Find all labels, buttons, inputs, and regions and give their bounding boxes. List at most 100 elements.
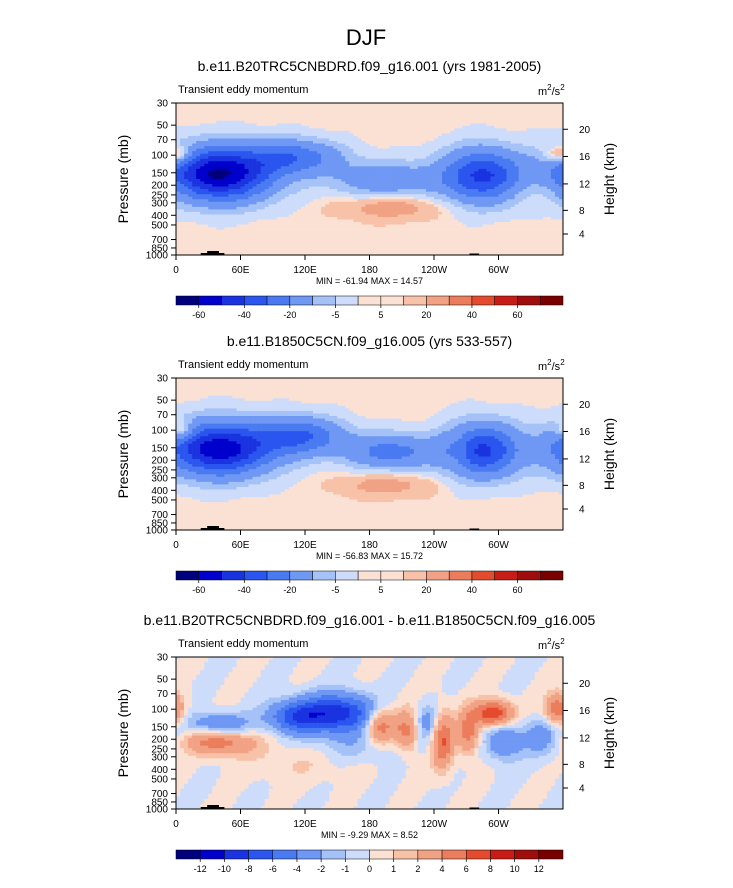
contour-cell (402, 220, 406, 223)
contour-cell (313, 146, 317, 149)
contour-cell (442, 118, 446, 121)
contour-cell (531, 222, 535, 225)
contour-cell (309, 106, 313, 109)
contour-cell (184, 184, 188, 187)
contour-cell (293, 187, 297, 190)
contour-cell (527, 176, 531, 179)
contour-cell (406, 176, 410, 179)
contour-cell (285, 118, 289, 121)
contour-cell (398, 212, 402, 215)
contour-cell (337, 116, 341, 119)
contour-cell (547, 222, 551, 225)
contour-cell (317, 121, 321, 124)
contour-cell (281, 138, 285, 141)
contour-cell (245, 116, 249, 119)
contour-cell (539, 126, 543, 129)
contour-cell (482, 174, 486, 177)
contour-cell (273, 138, 277, 141)
contour-cell (398, 108, 402, 111)
contour-cell (269, 108, 273, 111)
contour-cell (466, 220, 470, 223)
contour-cell (523, 108, 527, 111)
contour-cell (297, 156, 301, 159)
contour-cell (265, 138, 269, 141)
contour-cell (446, 111, 450, 114)
contour-cell (269, 106, 273, 109)
contour-cell (523, 149, 527, 152)
contour-cell (410, 174, 414, 177)
contour-cell (184, 131, 188, 134)
contour-cell (192, 199, 196, 202)
contour-cell (547, 202, 551, 205)
contour-cell (386, 154, 390, 157)
contour-cell (438, 197, 442, 200)
contour-cell (281, 116, 285, 119)
contour-cell (422, 227, 426, 230)
contour-cell (325, 194, 329, 197)
contour-cell (494, 111, 498, 114)
contour-cell (402, 154, 406, 157)
contour-cell (176, 149, 180, 152)
contour-cell (442, 106, 446, 109)
contour-cell (374, 184, 378, 187)
contour-cell (216, 189, 220, 192)
contour-cell (321, 209, 325, 212)
contour-cell (539, 192, 543, 195)
contour-cell (414, 159, 418, 162)
contour-cell (551, 113, 555, 116)
contour-cell (466, 121, 470, 124)
contour-cell (365, 202, 369, 205)
contour-cell (301, 207, 305, 210)
contour-cell (345, 202, 349, 205)
contour-cell (228, 128, 232, 131)
contour-cell (539, 151, 543, 154)
contour-cell (466, 149, 470, 152)
contour-cell (317, 128, 321, 131)
contour-cell (289, 197, 293, 200)
contour-cell (507, 199, 511, 202)
contour-cell (390, 184, 394, 187)
contour-cell (382, 202, 386, 205)
contour-cell (297, 159, 301, 162)
contour-cell (357, 174, 361, 177)
contour-cell (220, 182, 224, 185)
contour-cell (531, 151, 535, 154)
contour-cell (398, 128, 402, 131)
contour-cell (257, 176, 261, 179)
contour-cell (418, 227, 422, 230)
contour-cell (458, 187, 462, 190)
contour-cell (321, 108, 325, 111)
contour-cell (309, 113, 313, 116)
contour-cell (224, 230, 228, 233)
contour-cell (474, 144, 478, 147)
contour-cell (249, 161, 253, 164)
contour-cell (236, 156, 240, 159)
contour-cell (257, 161, 261, 164)
contour-cell (406, 126, 410, 129)
contour-cell (503, 141, 507, 144)
contour-cell (462, 146, 466, 149)
contour-cell (297, 207, 301, 210)
contour-cell (188, 159, 192, 162)
contour-cell (414, 156, 418, 159)
contour-cell (228, 227, 232, 230)
contour-cell (317, 146, 321, 149)
contour-cell (555, 149, 559, 152)
contour-cell (365, 232, 369, 235)
contour-cell (450, 159, 454, 162)
contour-cell (426, 151, 430, 154)
contour-cell (353, 189, 357, 192)
contour-cell (241, 204, 245, 207)
contour-cell (249, 187, 253, 190)
contour-cell (370, 116, 374, 119)
contour-cell (232, 179, 236, 182)
contour-cell (398, 146, 402, 149)
contour-cell (515, 176, 519, 179)
contour-cell (176, 182, 180, 185)
contour-cell (337, 187, 341, 190)
contour-cell (418, 111, 422, 114)
contour-cell (357, 187, 361, 190)
contour-cell (374, 212, 378, 215)
contour-cell (180, 164, 184, 167)
contour-cell (470, 204, 474, 207)
